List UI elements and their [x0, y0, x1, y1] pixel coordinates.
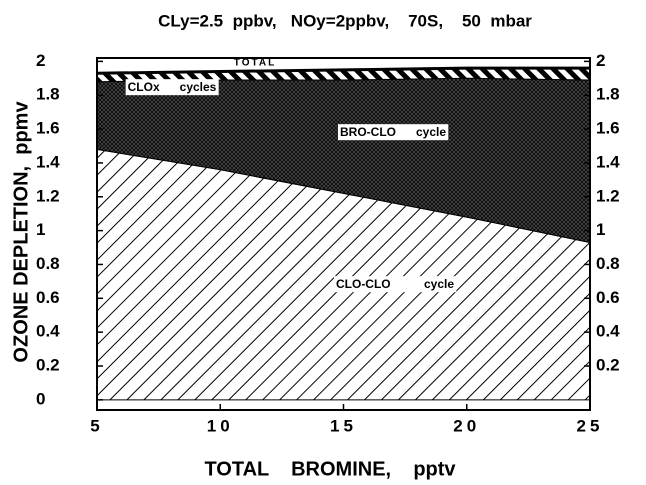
x-tick-label: 15: [330, 416, 357, 435]
y2-tick-label: 0.6: [596, 288, 620, 307]
series-label: CLO-CLO cycle: [336, 277, 454, 291]
x-tick-label: 5: [90, 416, 103, 435]
y-axis-label: OZONE DEPLETION, ppmv: [10, 101, 32, 363]
y2-tick-label: 2: [596, 51, 605, 70]
x-axis-label: TOTAL BROMINE, pptv: [204, 458, 456, 480]
y2-tick-label: 0.4: [596, 322, 620, 341]
y2-tick-label: 1: [596, 220, 605, 239]
label-bg: [125, 79, 219, 96]
y-tick-label: 0.8: [36, 254, 60, 273]
y-tick-label: 1: [36, 220, 45, 239]
y2-tick-label: 1.6: [596, 119, 620, 138]
total-line: [96, 66, 590, 75]
chart-title: CLy=2.5 ppbv, NOy=2ppbv, 70S, 50 mbar: [158, 11, 532, 30]
y-tick-label: 1.8: [36, 85, 60, 104]
y-tick-label: 2: [36, 51, 45, 70]
x-tick-label: 20: [453, 416, 480, 435]
y-tick-label: 1.4: [36, 152, 60, 171]
y2-tick-label: 1.2: [596, 186, 620, 205]
y2-tick-label: 1.4: [596, 152, 620, 171]
x-tick-label: 10: [207, 416, 234, 435]
label-bg: [337, 124, 449, 141]
x-tick-label: 25: [577, 416, 604, 435]
y2-tick-label: 0.2: [596, 355, 620, 374]
y-tick-label: 0: [36, 389, 45, 408]
y2-tick-label: 0.8: [596, 254, 620, 273]
y-tick-label: 0.2: [36, 355, 60, 374]
y-tick-label: 0.4: [36, 322, 60, 341]
y-tick-label: 0.6: [36, 288, 60, 307]
top-label: TOTAL: [234, 58, 276, 69]
series-label: BRO-CLO cycle: [340, 125, 446, 139]
y-tick-label: 1.6: [36, 119, 60, 138]
y2-tick-label: 1.8: [596, 85, 620, 104]
series-label: CLOx cycles: [128, 80, 217, 94]
label-bg: [333, 276, 457, 293]
y-tick-label: 1.2: [36, 186, 60, 205]
